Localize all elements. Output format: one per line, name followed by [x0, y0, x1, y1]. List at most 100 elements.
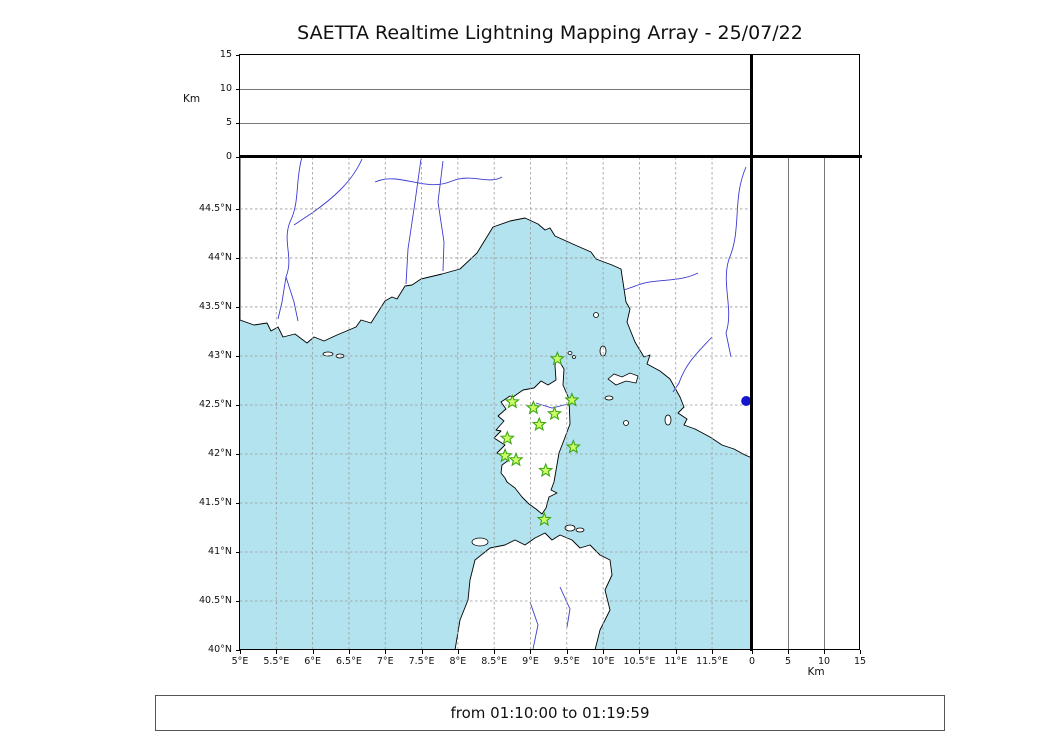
islets — [322, 312, 672, 547]
lat-tickmark — [236, 306, 240, 308]
altitude-tickmark-left — [236, 55, 240, 56]
lat-tickmark — [236, 404, 240, 406]
lon-tick-label: 11.5°E — [696, 656, 728, 667]
elba-island — [607, 372, 639, 386]
station-star — [504, 393, 520, 409]
station-star — [525, 399, 542, 415]
station-star — [499, 430, 515, 445]
station-star — [531, 416, 547, 432]
stations-layer — [497, 350, 581, 527]
river-arno — [623, 272, 699, 291]
river-durance — [293, 158, 363, 226]
altitude-tick-label-bottom: 15 — [853, 656, 867, 667]
altitude-unit-label-left: Km — [183, 93, 201, 105]
lon-tick-label: 8.5°E — [481, 656, 508, 667]
hyeres-island-1 — [322, 351, 334, 357]
lat-tickmark — [236, 208, 240, 210]
station-star — [536, 511, 552, 527]
lat-tickmark — [236, 355, 240, 357]
lon-tick-label: 7.5°E — [408, 656, 435, 667]
river-tiber — [725, 166, 747, 358]
lat-tick-label: 44°N — [208, 251, 232, 263]
altitude-tick-label-left: 10 — [219, 83, 232, 94]
altitude-tickmark-left — [236, 89, 240, 90]
lon-tick-label: 6°E — [304, 656, 321, 667]
altitude-vs-longitude-panel — [240, 55, 752, 157]
lat-tickmark — [236, 650, 240, 651]
altitude-tick-label-left: 0 — [225, 151, 232, 162]
cap-corse-islet-1 — [567, 351, 573, 355]
chart-title: SAETTA Realtime Lightning Mapping Array … — [297, 22, 803, 44]
asinara-island — [471, 537, 489, 547]
lon-tickmark — [712, 650, 714, 654]
lon-tick-label: 6.5°E — [335, 656, 362, 667]
map-panel — [239, 156, 753, 651]
river-sardinia-1 — [529, 601, 539, 650]
altitude-vs-latitude-panel — [752, 157, 860, 650]
river-ombrone — [672, 336, 713, 393]
lon-tickmark — [494, 650, 496, 654]
lat-tick-label: 42°N — [208, 447, 232, 459]
altitude-axis-ticks-left: 0 5 10 15 — [148, 49, 240, 162]
corner-panel — [752, 55, 860, 157]
lon-tickmark — [457, 650, 459, 654]
lon-tickmark — [639, 650, 641, 654]
altitude-unit-label-bottom: Km — [807, 666, 825, 678]
montecristo-island — [623, 420, 629, 426]
longitude-axis-labels: 5°E 5.5°E 6°E 6.5°E 7°E 7.5°E 8°E 8.5°E 9°E 9.5°E… — [232, 650, 752, 674]
map-svg — [239, 156, 753, 651]
altitude-tick-label-left: 5 — [225, 117, 232, 128]
river-var — [405, 158, 422, 285]
lon-tick-label: 9.5°E — [553, 656, 580, 667]
maddalena-island — [564, 524, 576, 532]
lon-tick-label: 5°E — [231, 656, 249, 667]
lon-tickmark — [385, 650, 387, 654]
river-rhone — [277, 156, 303, 322]
river-sardinia-2 — [559, 586, 571, 628]
altitude-gridline — [240, 88, 752, 90]
coastline-france-italy — [239, 156, 753, 459]
latitude-axis-labels: 44.5°N 44°N 43.5°N 43°N 42.5°N 42°N 41.5°N 41°N… — [148, 157, 240, 655]
lat-tick-label: 40°N — [208, 644, 232, 655]
altitude-tickmark-bottom — [860, 650, 861, 654]
lat-tick-label: 42.5°N — [198, 398, 232, 410]
altitude-gridline — [823, 157, 825, 650]
lat-tick-label: 43°N — [208, 349, 232, 361]
lon-tickmark — [675, 650, 677, 654]
lon-tickmark — [348, 650, 350, 654]
time-range-text: from 01:10:00 to 01:19:59 — [450, 704, 650, 722]
corsica — [493, 355, 571, 515]
lon-tick-label: 11°E — [664, 656, 688, 667]
lat-tickmark — [236, 453, 240, 455]
lat-tickmark — [236, 257, 240, 259]
capraia-island — [599, 345, 607, 357]
altitude-tickmark-left — [236, 123, 240, 124]
giglio-island — [664, 414, 672, 426]
station-star — [564, 392, 580, 407]
lat-tick-label: 43.5°N — [198, 300, 232, 312]
lon-tick-label: 10°E — [591, 656, 615, 667]
lon-tickmark — [530, 650, 532, 654]
rivers — [277, 156, 747, 650]
altitude-tick-label-left: 15 — [219, 49, 232, 60]
lat-tickmark — [236, 502, 240, 504]
lon-tickmark — [603, 650, 605, 654]
altitude-tick-label-bottom: 5 — [784, 656, 792, 667]
lat-tick-label: 44.5°N — [198, 202, 232, 214]
gorgona-island — [593, 312, 599, 318]
lat-tick-label: 41°N — [208, 545, 232, 557]
river-po — [374, 176, 503, 186]
altitude-tick-label-bottom: 0 — [748, 656, 756, 667]
lat-tick-label: 41.5°N — [198, 496, 232, 508]
station-star — [538, 462, 554, 478]
station-star — [497, 447, 513, 463]
grid-layer — [240, 157, 752, 650]
river-roya — [437, 160, 445, 272]
station-star — [549, 350, 566, 366]
station-star — [508, 451, 524, 467]
time-range-box: from 01:10:00 to 01:19:59 — [155, 695, 945, 731]
altitude-tickmark-bottom — [752, 650, 753, 654]
station-star — [546, 405, 563, 421]
altitude-gridline — [240, 122, 752, 124]
